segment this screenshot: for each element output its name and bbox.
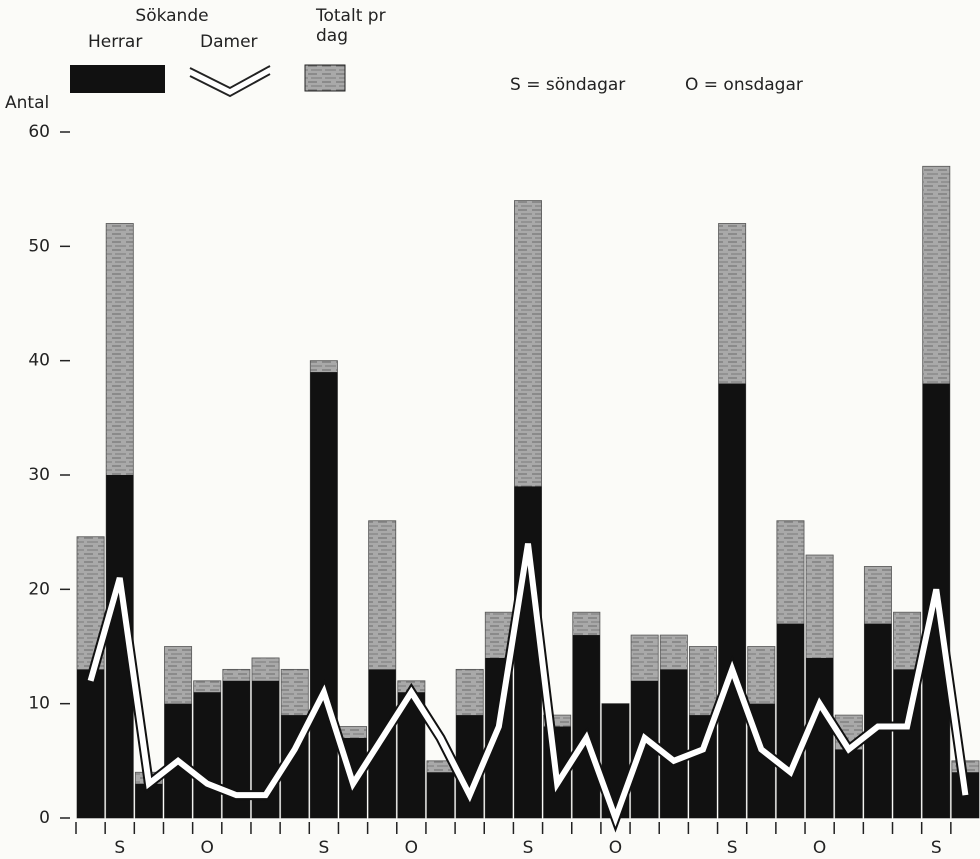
bar — [777, 624, 804, 818]
legend-label: Herrar — [88, 32, 142, 52]
y-tick-label: 0 — [39, 808, 50, 828]
legend-group-title: Sökande — [135, 6, 208, 26]
page: Antal Sökande S = söndagar O = onsdagar … — [0, 0, 980, 859]
bar — [427, 772, 454, 818]
x-tick-label: O — [201, 838, 214, 858]
y-tick-label: 30 — [28, 465, 50, 485]
y-tick-label: 10 — [28, 694, 50, 714]
x-tick-label: S — [523, 838, 534, 858]
legend-swatch — [305, 65, 345, 91]
x-tick-label: O — [405, 838, 418, 858]
bar — [194, 692, 221, 818]
y-tick-label: 50 — [28, 236, 50, 256]
y-tick-label: 60 — [28, 122, 50, 142]
legend-swatch — [70, 65, 165, 93]
bar — [573, 635, 600, 818]
x-tick-label: O — [813, 838, 826, 858]
y-axis-label: Antal — [5, 93, 49, 113]
x-tick-label: S — [727, 838, 738, 858]
bar — [77, 669, 104, 818]
note: S = söndagar — [510, 75, 625, 95]
legend-label: Damer — [200, 32, 258, 52]
chart: Antal Sökande S = söndagar O = onsdagar … — [0, 0, 980, 859]
x-tick-label: S — [318, 838, 329, 858]
x-tick-label: S — [114, 838, 125, 858]
bar — [310, 372, 337, 818]
bar — [835, 749, 862, 818]
y-tick-label: 40 — [28, 351, 50, 371]
bar — [864, 624, 891, 818]
note: O = onsdagar — [685, 75, 803, 95]
y-tick-label: 20 — [28, 579, 50, 599]
legend-label: Totalt pr dag — [316, 6, 386, 46]
bar — [660, 669, 687, 818]
x-tick-label: S — [931, 838, 942, 858]
x-tick-label: O — [609, 838, 622, 858]
bar — [719, 384, 746, 818]
